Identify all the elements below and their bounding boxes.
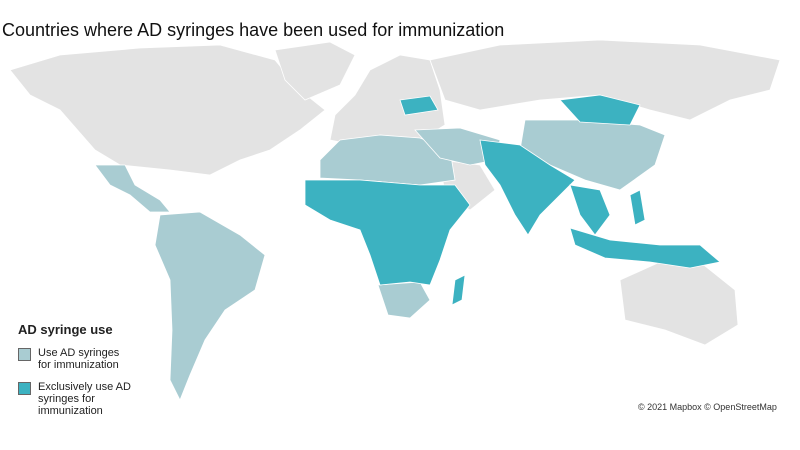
attribution: © 2021 Mapbox © OpenStreetMap	[638, 402, 777, 412]
mongolia	[559, 94, 641, 126]
indonesia-png	[569, 227, 721, 269]
mexico-central-america	[94, 164, 171, 213]
southeast-asia	[569, 184, 611, 236]
ukraine	[399, 95, 439, 116]
legend-label: Exclusively use AD syringes for immuniza…	[38, 381, 131, 417]
southern-africa	[377, 281, 431, 319]
south-asia	[479, 139, 576, 236]
map-title: Countries where AD syringes have been us…	[2, 20, 505, 40]
legend-item: Use AD syringes for immunization	[18, 347, 158, 371]
south-america	[154, 211, 266, 401]
north-america	[9, 44, 326, 176]
legend: AD syringe use Use AD syringes for immun…	[18, 322, 158, 427]
legend-swatch	[18, 382, 31, 395]
sub-saharan-africa	[304, 179, 471, 286]
greenland	[274, 41, 356, 101]
legend-item: Exclusively use AD syringes for immuniza…	[18, 381, 158, 417]
legend-swatch	[18, 348, 31, 361]
north-africa	[319, 134, 456, 186]
legend-label: Use AD syringes for immunization	[38, 347, 120, 371]
philippines	[629, 189, 646, 226]
madagascar	[451, 274, 466, 306]
australia	[619, 261, 739, 346]
russia	[429, 39, 781, 121]
legend-title: AD syringe use	[18, 322, 113, 337]
